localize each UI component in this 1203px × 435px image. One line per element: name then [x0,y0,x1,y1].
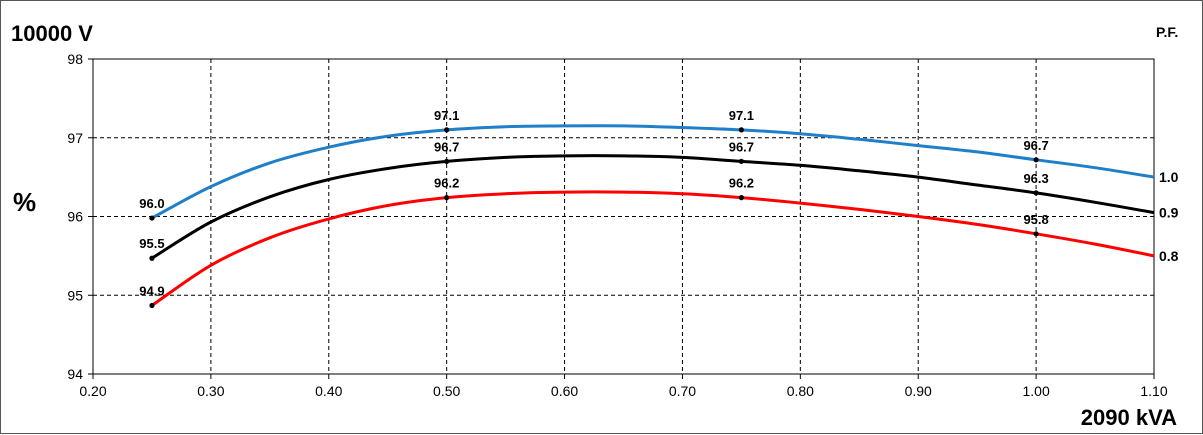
data-point-marker [444,127,450,133]
series-lines [151,124,1155,307]
data-label: 96.3 [1023,171,1048,186]
data-point-marker [1033,231,1039,237]
y-tick-label: 98 [67,51,83,67]
x-tick-label: 0.60 [551,383,578,399]
legend-title: P.F. [1156,24,1178,40]
data-labels: 1.0 96.0 97.1 97.1 96.7 0.9 95.5 96.7 96.7 96.3 0.… [139,108,1179,309]
data-point-marker [738,158,744,164]
y-tick-label: 96 [67,209,83,225]
data-point-marker [149,255,155,261]
y-tick-label: 94 [67,366,83,382]
data-label: 95.8 [1023,212,1048,227]
grid [93,59,1154,374]
data-label: 96.7 [434,139,459,154]
plot-area-border [92,58,1155,375]
data-label: 96.7 [1023,138,1048,153]
data-point-marker [149,302,155,309]
data-point-marker [738,195,744,201]
data-point-marker [444,158,450,164]
data-point-marker [444,195,450,201]
data-label: 97.1 [434,108,459,123]
x-tick-label: 0.90 [905,383,932,399]
x-tick-label: 0.20 [79,383,106,399]
data-point-marker [149,215,155,221]
data-point-marker [1033,190,1039,196]
data-label: 96.7 [729,139,754,154]
axes: 0.20 0.30 0.40 0.50 0.60 0.70 0.80 0.90 1.00 1.10… [67,51,1167,399]
series-line-0-8 [151,190,1155,307]
data-label: 95.5 [139,236,164,251]
series-label: 0.8 [1159,248,1179,264]
x-tick-label: 0.40 [315,383,342,399]
series-line-1-0 [151,124,1155,220]
x-tick-label: 0.80 [787,383,814,399]
data-label: 96.0 [139,196,164,211]
series-label: 1.0 [1159,169,1179,185]
data-point-marker [738,127,744,133]
x-axis-label: 2090 kVA [1081,405,1177,430]
x-tick-label: 0.50 [433,383,460,399]
x-tick-label: 1.00 [1022,383,1049,399]
data-label: 94.9 [139,283,164,298]
data-label: 96.2 [729,176,754,191]
y-tick-label: 95 [67,287,83,303]
x-tick-label: 0.30 [197,383,224,399]
series-label: 0.9 [1159,205,1179,221]
data-label: 97.1 [729,108,754,123]
data-point-marker [1033,157,1039,163]
x-tick-label: 0.70 [669,383,696,399]
data-label: 96.2 [434,176,459,191]
chart-title: 10000 V [11,21,93,46]
y-tick-label: 97 [67,130,83,146]
y-axis-label: % [13,187,36,217]
x-tick-label: 1.10 [1140,383,1167,399]
series-line-0-9 [151,154,1155,260]
